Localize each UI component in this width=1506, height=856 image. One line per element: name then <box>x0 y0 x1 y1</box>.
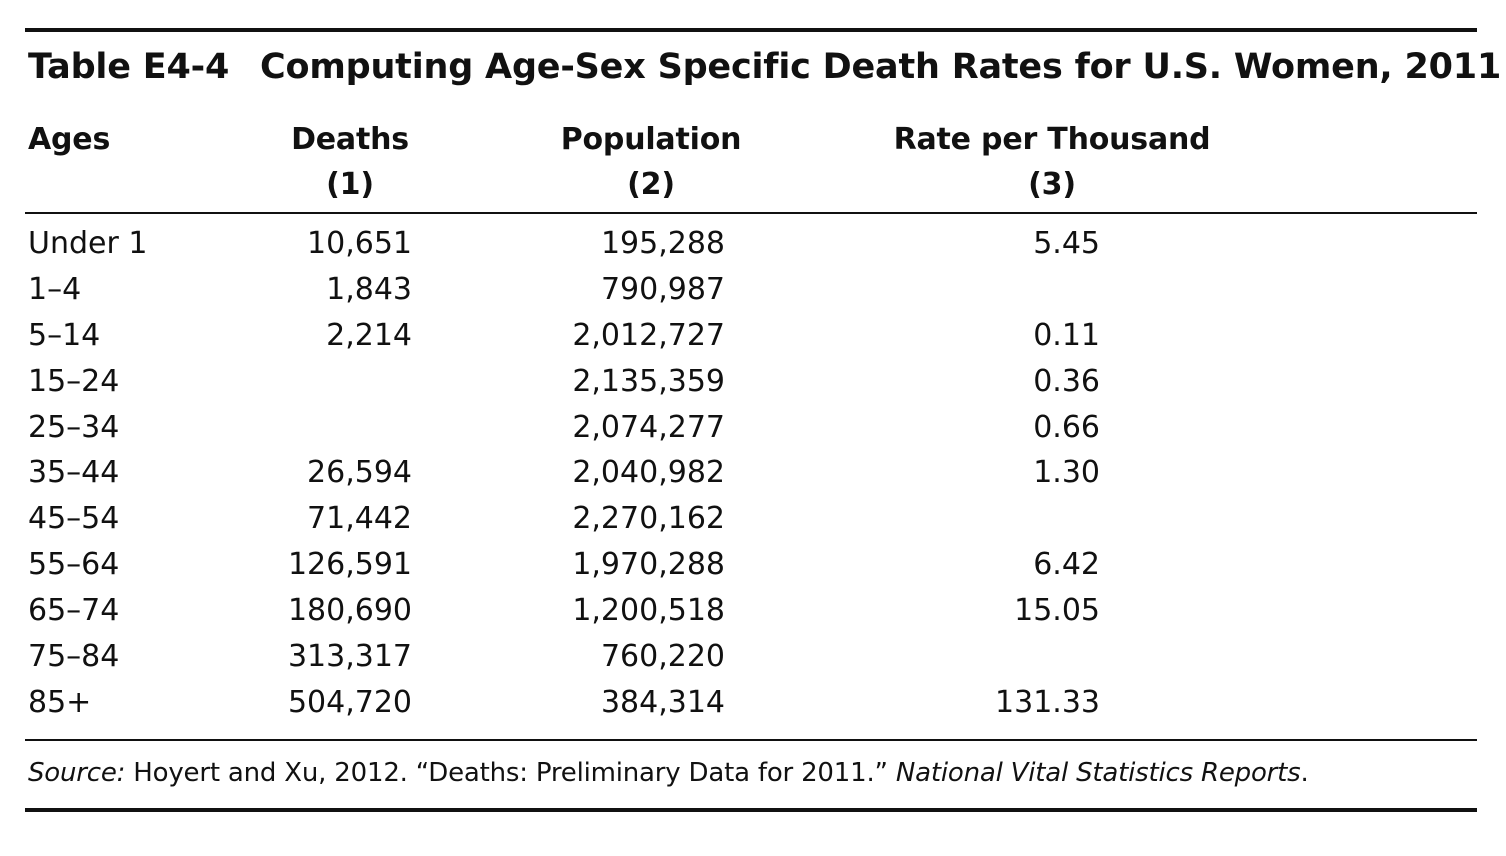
column-header-population-number: (2) <box>627 167 675 202</box>
cell-population: 760,220 <box>600 639 725 675</box>
cell-deaths: 1,843 <box>326 271 412 307</box>
cell-rate: 6.42 <box>1033 547 1100 583</box>
cell-rate: 1.30 <box>1033 455 1100 491</box>
cell-rate: 15.05 <box>1014 593 1100 629</box>
source-prefix: Source: <box>28 758 126 788</box>
cell-deaths: 26,594 <box>307 455 412 491</box>
source-note: Source: Hoyert and Xu, 2012. “Deaths: Pr… <box>28 751 1309 795</box>
column-header-ages: Ages <box>28 117 110 162</box>
cell-age: Under 1 <box>28 226 148 261</box>
header-rule <box>25 212 1477 214</box>
source-publication: National Vital Statistics Reports <box>895 758 1301 788</box>
table-label: Table E4-4 <box>28 47 230 87</box>
table-row: 55–64 126,591 1,970,288 6.42 <box>0 542 1506 588</box>
table-row: 65–74 180,690 1,200,518 15.05 <box>0 588 1506 634</box>
cell-population: 1,970,288 <box>572 547 725 583</box>
cell-population: 1,200,518 <box>572 593 725 629</box>
cell-deaths: 71,442 <box>307 501 412 537</box>
cell-rate: 0.11 <box>1033 317 1100 353</box>
bottom-rule <box>25 808 1477 812</box>
source-suffix: . <box>1300 758 1309 788</box>
column-header-rate-label: Rate per Thousand <box>893 122 1211 157</box>
cell-age: 35–44 <box>28 455 120 491</box>
table-row: 5–14 2,214 2,012,727 0.11 <box>0 313 1506 359</box>
table-title: Table E4-4 Computing Age-Sex Specific Dea… <box>28 44 1501 90</box>
table-row: 85+ 504,720 384,314 131.33 <box>0 680 1506 726</box>
cell-population: 195,288 <box>600 226 725 261</box>
cell-age: 65–74 <box>28 593 120 629</box>
table-row: 1–4 1,843 790,987 <box>0 267 1506 313</box>
cell-deaths: 180,690 <box>287 593 412 629</box>
table-row: Under 1 10,651 195,288 5.45 <box>0 221 1506 267</box>
column-header-rate-number: (3) <box>1028 167 1076 202</box>
table-row: 15–24 2,135,359 0.36 <box>0 359 1506 405</box>
cell-age: 45–54 <box>28 501 120 537</box>
table-title-text: Computing Age-Sex Specific Death Rates f… <box>260 47 1502 87</box>
cell-age: 55–64 <box>28 547 120 583</box>
cell-age: 25–34 <box>28 409 120 445</box>
cell-age: 85+ <box>28 684 92 720</box>
table-row: 45–54 71,442 2,270,162 <box>0 496 1506 542</box>
column-header-deaths-number: (1) <box>326 167 374 202</box>
column-header-deaths: Deaths (1) <box>262 117 438 207</box>
column-header-population-label: Population <box>560 122 742 157</box>
cell-rate: 131.33 <box>995 684 1100 720</box>
cell-population: 2,135,359 <box>572 363 725 399</box>
footer-rule <box>25 739 1477 741</box>
table-body: Under 1 10,651 195,288 5.45 1–4 1,843 790,987… <box>0 221 1506 726</box>
column-header-population: Population (2) <box>542 117 760 207</box>
cell-rate: 5.45 <box>1033 226 1100 261</box>
cell-population: 790,987 <box>600 271 725 307</box>
table-row: 25–34 2,074,277 0.66 <box>0 405 1506 451</box>
cell-population: 2,012,727 <box>572 317 725 353</box>
cell-population: 2,074,277 <box>572 409 725 445</box>
top-rule <box>25 28 1477 32</box>
cell-deaths: 504,720 <box>287 684 412 720</box>
column-header-ages-label: Ages <box>28 122 111 157</box>
cell-deaths: 2,214 <box>326 317 412 353</box>
column-header-rate: Rate per Thousand (3) <box>880 117 1224 207</box>
cell-deaths: 313,317 <box>287 639 412 675</box>
cell-deaths: 126,591 <box>287 547 412 583</box>
table-row: 35–44 26,594 2,040,982 1.30 <box>0 450 1506 496</box>
cell-age: 5–14 <box>28 317 101 353</box>
table-row: 75–84 313,317 760,220 <box>0 634 1506 680</box>
cell-age: 15–24 <box>28 363 120 399</box>
cell-population: 2,270,162 <box>572 501 725 537</box>
cell-rate: 0.36 <box>1033 363 1100 399</box>
column-header-deaths-label: Deaths <box>291 122 409 157</box>
cell-age: 1–4 <box>28 271 82 307</box>
cell-population: 2,040,982 <box>572 455 725 491</box>
cell-deaths: 10,651 <box>307 226 412 261</box>
cell-age: 75–84 <box>28 639 120 675</box>
cell-rate: 0.66 <box>1033 409 1100 445</box>
cell-population: 384,314 <box>600 684 725 720</box>
source-text: Hoyert and Xu, 2012. “Deaths: Preliminar… <box>125 758 896 788</box>
